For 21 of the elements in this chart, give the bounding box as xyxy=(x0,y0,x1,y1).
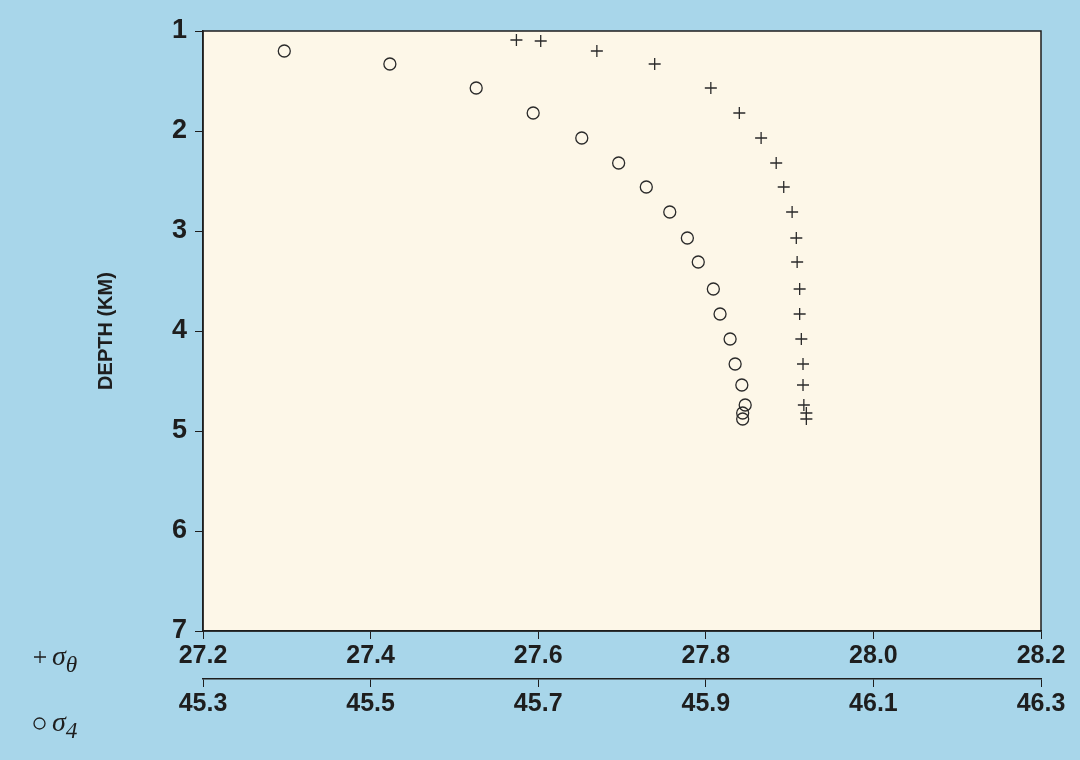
point xyxy=(509,33,524,47)
x-axis-title: σ$_{θ}$ xyxy=(52,640,78,678)
x2-tick-label: 45.9 xyxy=(681,687,731,716)
x2-tick-label: 45.7 xyxy=(513,687,563,716)
y-axis-title: DEPTH (KM) xyxy=(93,272,116,390)
y-tick-label: 3 xyxy=(171,214,187,245)
y-tick-label: 5 xyxy=(171,414,187,445)
x2-tick-label: 45.3 xyxy=(178,687,228,716)
x-tick-label: 27.8 xyxy=(681,639,731,668)
y-tick-label: 6 xyxy=(171,514,187,545)
y-tick-label: 2 xyxy=(171,114,187,145)
x2-tick-label: 46.3 xyxy=(1016,687,1066,716)
x2-axis-title: σ$_{4}$ xyxy=(52,706,78,744)
x2-tick-label: 46.1 xyxy=(849,687,898,716)
x-tick-label: 28.2 xyxy=(1016,639,1066,668)
y-tick-label: 1 xyxy=(171,14,187,45)
x-tick-label: 28.0 xyxy=(849,639,898,668)
y-tick-label: 4 xyxy=(171,314,187,345)
x2-tick-label: 45.5 xyxy=(346,687,396,716)
x-tick-label: 27.4 xyxy=(346,639,396,668)
x-tick-label: 27.6 xyxy=(513,639,563,668)
